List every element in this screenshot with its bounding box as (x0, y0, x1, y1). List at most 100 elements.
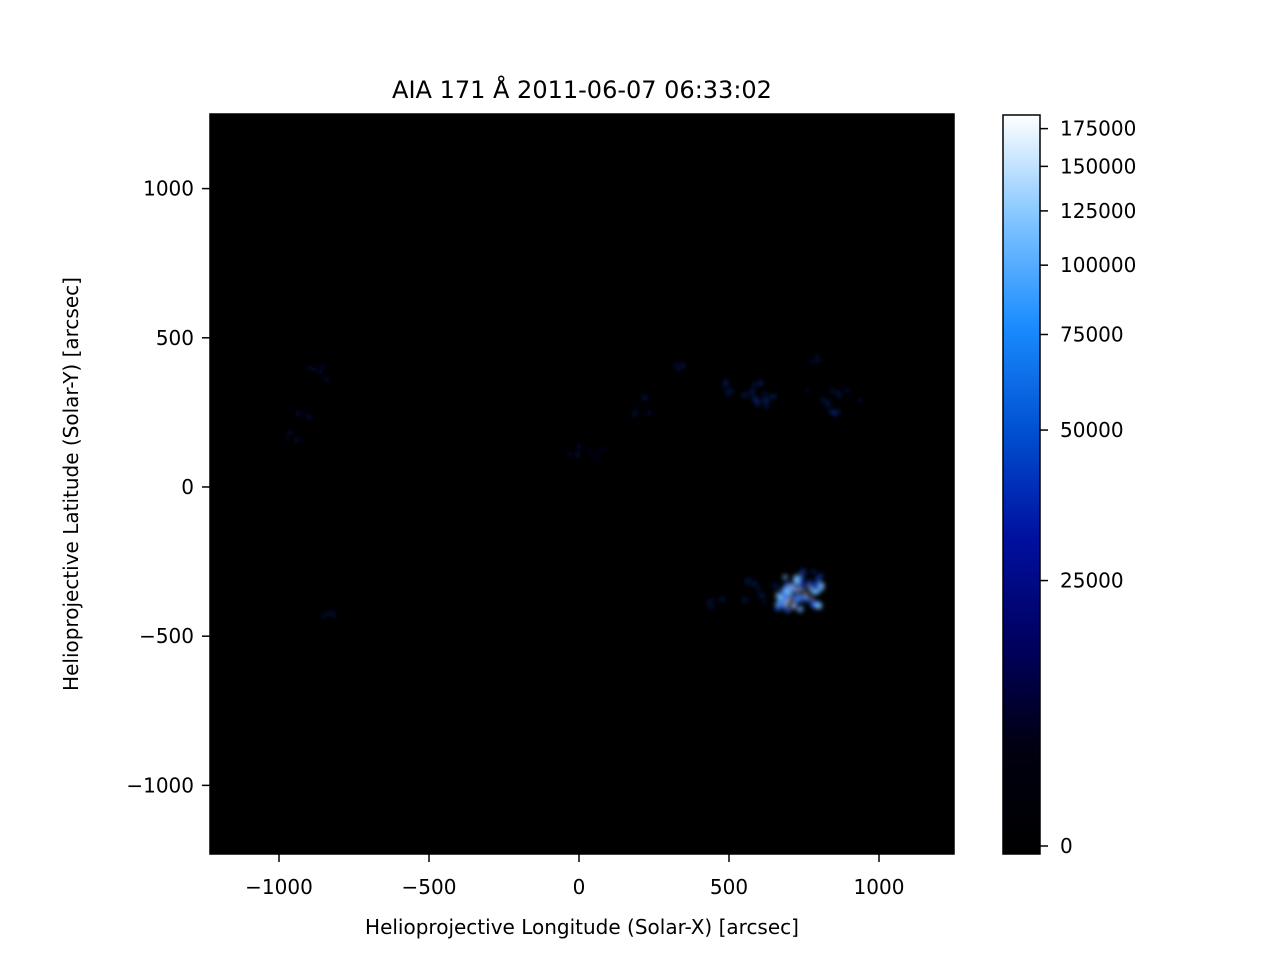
emission-core (804, 594, 807, 597)
emission-core (786, 599, 789, 603)
emission-blob (836, 409, 841, 414)
emission-blob (567, 451, 572, 456)
y-tick-label: 1000 (143, 177, 194, 201)
emission-core (789, 597, 793, 601)
emission-blob (764, 405, 768, 409)
emission-blob (814, 579, 821, 586)
emission-blob (319, 616, 323, 620)
emission-blob (708, 606, 713, 610)
bright-features (284, 353, 862, 620)
emission-blob (758, 380, 764, 386)
emission-blob (779, 588, 784, 592)
emission-blob (812, 585, 818, 591)
emission-blob (807, 583, 811, 587)
emission-blob (714, 597, 718, 601)
emission-core (792, 602, 796, 606)
emission-blob (330, 612, 334, 616)
emission-blob (807, 360, 811, 364)
emission-blob (773, 583, 778, 589)
emission-blob (842, 387, 846, 391)
emission-blob (726, 392, 730, 396)
emission-blob (333, 616, 337, 620)
emission-blob (724, 381, 729, 386)
emission-core (791, 587, 794, 591)
emission-blob (821, 398, 825, 402)
emission-blob (744, 580, 749, 584)
emission-blob (804, 570, 807, 573)
emission-blob (630, 410, 634, 414)
emission-blob (762, 392, 767, 396)
emission-blob (762, 600, 766, 604)
emission-blob (309, 416, 313, 420)
emission-blob (319, 374, 322, 378)
emission-blob (294, 439, 298, 443)
y-axis-label: Helioprojective Latitude (Solar-Y) [arcs… (59, 277, 83, 691)
emission-blob (817, 357, 821, 362)
emission-blob (318, 369, 323, 374)
emission-blob (753, 398, 759, 404)
emission-blob (676, 362, 681, 366)
emission-blob (756, 587, 760, 591)
colorbar-tick-label: 50000 (1060, 418, 1124, 442)
emission-blob (837, 390, 841, 393)
emission-blob (576, 455, 580, 459)
x-tick-label: −1000 (245, 875, 313, 899)
emission-blob (775, 592, 781, 598)
emission-blob (783, 607, 787, 611)
emission-blob (286, 406, 290, 410)
emission-core (784, 603, 788, 607)
colorbar-tick-label: 0 (1060, 834, 1073, 858)
emission-blob (747, 577, 751, 581)
emission-blob (857, 398, 862, 402)
x-tick-label: 1000 (854, 875, 905, 899)
emission-blob (782, 575, 788, 580)
emission-blob (635, 409, 639, 413)
colorbar-tick-label: 25000 (1060, 569, 1124, 593)
emission-blob (305, 415, 310, 419)
emission-blob (798, 606, 802, 610)
emission-core (789, 584, 792, 587)
emission-core (796, 588, 800, 591)
emission-blob (802, 595, 810, 603)
emission-blob (783, 595, 789, 601)
emission-blob (805, 389, 809, 392)
colorbar-tick-label: 175000 (1060, 117, 1136, 141)
emission-core (791, 606, 794, 609)
emission-blob (742, 392, 747, 398)
emission-blob (323, 613, 328, 618)
emission-blob (708, 599, 713, 603)
emission-blob (846, 388, 851, 393)
emission-blob (812, 582, 816, 586)
emission-blob (742, 597, 748, 603)
y-tick-label: 500 (156, 326, 194, 350)
emission-core (787, 601, 791, 605)
emission-blob (597, 450, 601, 454)
emission-blob (815, 353, 819, 357)
emission-blob (827, 399, 830, 403)
emission-blob (814, 601, 823, 610)
emission-blob (752, 382, 756, 387)
emission-blob (284, 437, 288, 441)
emission-blob (798, 582, 806, 590)
emission-blob (811, 569, 816, 574)
emission-blob (774, 603, 782, 611)
emission-blob (326, 377, 330, 381)
emission-blob (833, 411, 838, 416)
emission-blob (847, 399, 851, 402)
emission-blob (591, 452, 594, 455)
x-axis-label: Helioprojective Longitude (Solar-X) [arc… (365, 915, 799, 939)
x-tick-label: 500 (710, 875, 748, 899)
y-axis: 1000 500 0 −500 −1000 (126, 177, 210, 797)
image-background (210, 114, 954, 854)
y-tick-label: −1000 (126, 773, 194, 797)
x-tick-label: −500 (402, 875, 457, 899)
emission-blob (812, 361, 815, 364)
emission-blob (747, 393, 750, 397)
emission-blob (642, 394, 647, 399)
emission-blob (799, 568, 806, 575)
emission-blob (288, 431, 293, 435)
emission-blob (750, 389, 755, 394)
emission-blob (720, 596, 725, 600)
colorbar-tick-label: 150000 (1060, 154, 1136, 178)
